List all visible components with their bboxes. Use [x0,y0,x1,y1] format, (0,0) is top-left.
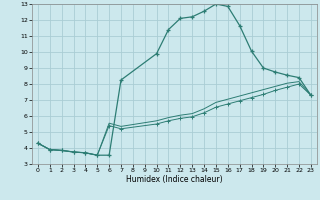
X-axis label: Humidex (Indice chaleur): Humidex (Indice chaleur) [126,175,223,184]
